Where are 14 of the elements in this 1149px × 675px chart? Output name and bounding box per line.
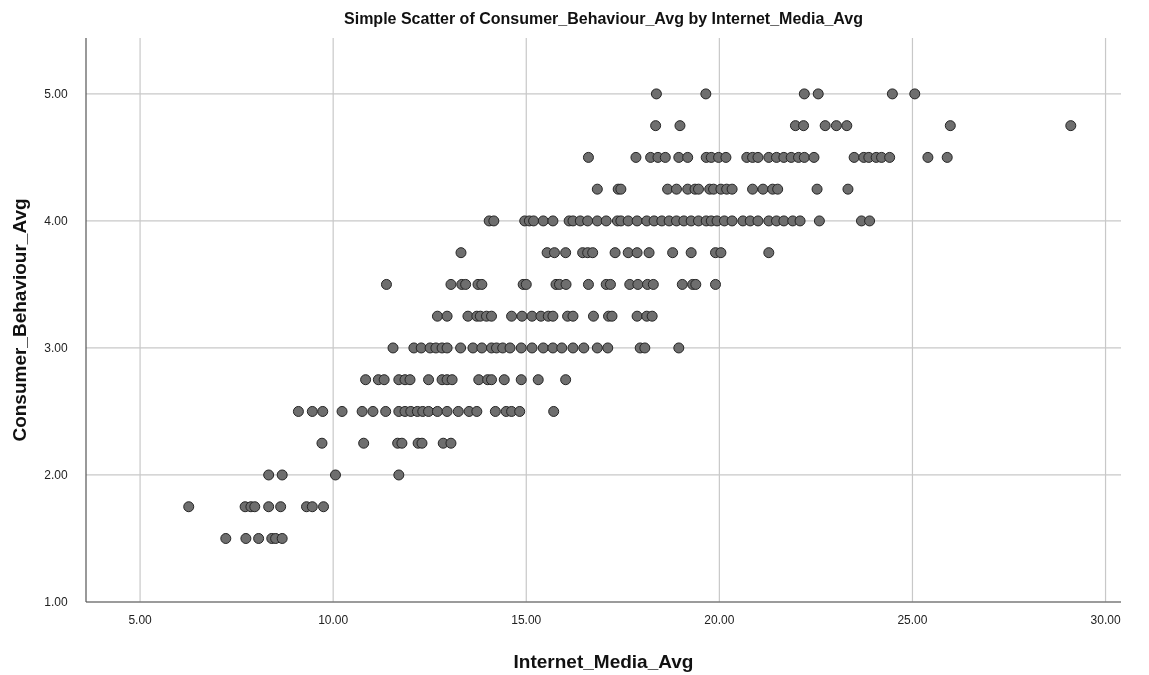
x-axis-title: Internet_Media_Avg bbox=[513, 651, 694, 672]
x-tick-label: 5.00 bbox=[128, 613, 153, 627]
y-tick-label: 4.00 bbox=[44, 213, 68, 228]
x-tick-label: 30.00 bbox=[1090, 613, 1121, 627]
x-tick-label: 25.00 bbox=[897, 613, 928, 627]
y-tick-label: 1.00 bbox=[44, 595, 68, 609]
x-tick-label: 10.00 bbox=[318, 613, 349, 627]
x-tick-label: 15.00 bbox=[511, 613, 542, 627]
y-tick-label: 2.00 bbox=[44, 467, 68, 482]
y-tick-label: 5.00 bbox=[44, 86, 68, 101]
x-tick-label: 20.00 bbox=[704, 613, 735, 627]
chart-title: Simple Scatter of Consumer_Behaviour_Avg by Internet_Media_Avg bbox=[344, 10, 863, 27]
y-axis-title: Consumer_Behaviour_Avg bbox=[9, 198, 30, 442]
y-tick-label: 3.00 bbox=[44, 340, 68, 355]
